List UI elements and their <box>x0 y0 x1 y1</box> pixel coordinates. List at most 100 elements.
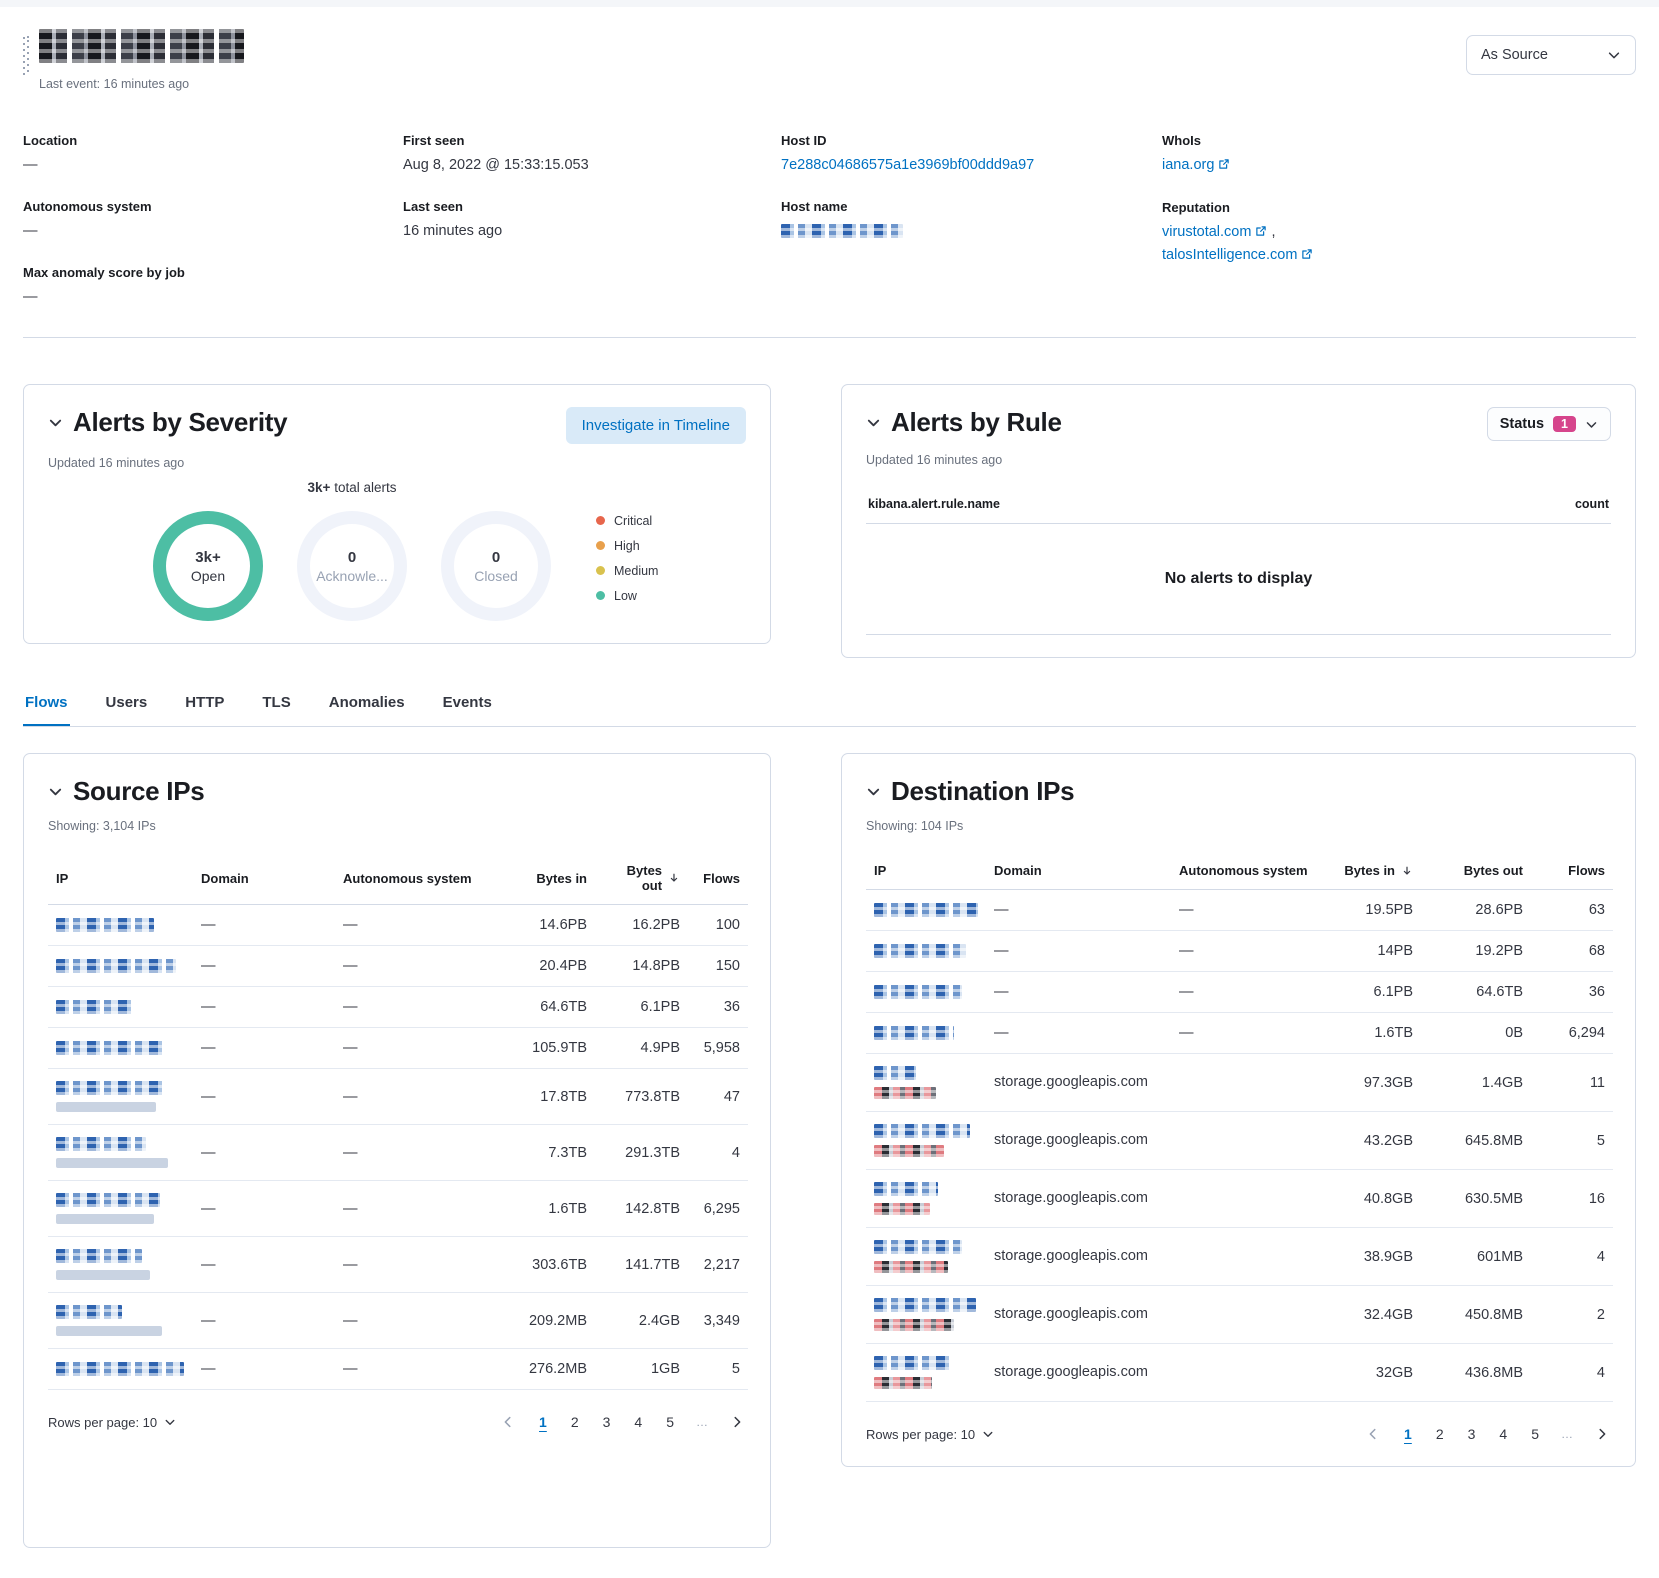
alerts-by-severity-title[interactable]: Alerts by Severity <box>48 407 288 438</box>
ip-link-redacted[interactable] <box>866 1053 986 1112</box>
page-1-button[interactable]: 1 <box>1404 1426 1412 1442</box>
alerts-by-rule-title[interactable]: Alerts by Rule <box>866 407 1062 438</box>
ip-link-redacted[interactable] <box>866 889 986 931</box>
ip-link-redacted[interactable] <box>48 904 193 946</box>
host-name-redacted[interactable] <box>781 224 903 239</box>
bytes-in-cell: 64.6TB <box>510 986 595 1028</box>
ip-link-redacted[interactable] <box>48 1236 193 1293</box>
field-value: Aug 8, 2022 @ 15:33:15.053 <box>403 157 589 173</box>
bytes-in-cell: 303.6TB <box>510 1236 595 1293</box>
ip-link-redacted[interactable] <box>866 930 986 972</box>
domain-cell: — <box>193 1236 335 1293</box>
tab-users[interactable]: Users <box>104 690 150 726</box>
tab-flows[interactable]: Flows <box>23 690 70 726</box>
donut-open[interactable]: 3k+ Open <box>153 511 263 621</box>
page-4-button[interactable]: 4 <box>1499 1426 1508 1442</box>
prev-page-button[interactable] <box>499 1413 517 1431</box>
col-ip[interactable]: IP <box>866 855 986 890</box>
page-1-button[interactable]: 1 <box>539 1414 547 1430</box>
tab-tls[interactable]: TLS <box>260 690 292 726</box>
whois-link[interactable]: iana.org <box>1162 157 1215 173</box>
page-2-button[interactable]: 2 <box>1435 1426 1444 1442</box>
bytes-in-cell: 40.8GB <box>1321 1169 1421 1228</box>
ip-link-redacted[interactable] <box>866 1227 986 1286</box>
page-3-button[interactable]: 3 <box>1467 1426 1476 1442</box>
col-bytes-in-sorted[interactable]: Bytes in <box>1321 855 1421 890</box>
reputation-separator: , <box>1271 224 1276 240</box>
ip-link-redacted[interactable] <box>48 986 193 1028</box>
col-autonomous-system[interactable]: Autonomous system <box>1171 855 1321 890</box>
tab-events[interactable]: Events <box>441 690 494 726</box>
chevron-right-icon <box>1599 1428 1606 1440</box>
investigate-in-timeline-button[interactable]: Investigate in Timeline <box>565 407 746 444</box>
page-2-button[interactable]: 2 <box>570 1414 579 1430</box>
flows-cell: 11 <box>1531 1053 1613 1112</box>
page-4-button[interactable]: 4 <box>634 1414 643 1430</box>
col-bytes-out[interactable]: Bytes out <box>1421 855 1531 890</box>
col-flows[interactable]: Flows <box>1531 855 1613 890</box>
table-row: — — 209.2MB 2.4GB 3,349 <box>48 1292 748 1349</box>
page-3-button[interactable]: 3 <box>602 1414 611 1430</box>
count-column-header[interactable]: count <box>1574 497 1609 511</box>
ip-link-redacted[interactable] <box>48 1124 193 1181</box>
col-domain[interactable]: Domain <box>986 855 1171 890</box>
ip-link-redacted[interactable] <box>48 1180 193 1237</box>
ip-details-page: Last event: 16 minutes ago As Source Loc… <box>0 7 1659 1578</box>
as-cell: — <box>335 986 510 1028</box>
col-bytes-out-sorted[interactable]: Bytes out <box>595 855 688 905</box>
table-row: storage.googleapis.com 40.8GB 630.5MB 16 <box>866 1169 1613 1228</box>
page-5-button[interactable]: 5 <box>666 1414 674 1430</box>
no-alerts-message: No alerts to display <box>866 524 1611 635</box>
col-domain[interactable]: Domain <box>193 855 335 905</box>
talos-link[interactable]: talosIntelligence.com <box>1162 247 1298 263</box>
status-filter-button[interactable]: Status 1 <box>1486 407 1611 441</box>
field-value: — <box>23 223 38 239</box>
host-id-link[interactable]: 7e288c04686575a1e3969bf00ddd9a97 <box>781 157 1035 173</box>
direction-select[interactable]: As Source <box>1466 35 1636 75</box>
ip-link-redacted[interactable] <box>866 1012 986 1054</box>
ip-link-redacted[interactable] <box>48 1348 193 1390</box>
tab-anomalies[interactable]: Anomalies <box>327 690 407 726</box>
legend-item-critical: Critical <box>596 514 658 528</box>
source-ips-title[interactable]: Source IPs <box>48 776 746 807</box>
col-ip[interactable]: IP <box>48 855 193 905</box>
bytes-out-cell: 141.7TB <box>595 1236 688 1293</box>
domain-cell: — <box>193 1348 335 1390</box>
as-cell <box>1171 1169 1321 1228</box>
ip-link-redacted[interactable] <box>866 1169 986 1228</box>
domain-cell: storage.googleapis.com <box>986 1111 1171 1170</box>
tab-http[interactable]: HTTP <box>183 690 226 726</box>
ip-link-redacted[interactable] <box>48 1027 193 1069</box>
showing-count: Showing: 104 IPs <box>866 819 964 833</box>
donut-acknowledged[interactable]: 0 Acknowle... <box>297 511 407 621</box>
virustotal-link[interactable]: virustotal.com <box>1162 224 1252 240</box>
col-flows[interactable]: Flows <box>688 855 748 905</box>
next-page-button[interactable] <box>1593 1425 1611 1443</box>
rows-per-page-button[interactable]: Rows per page: 10 <box>48 1415 176 1430</box>
next-page-button[interactable] <box>728 1413 746 1431</box>
bytes-in-cell: 19.5PB <box>1321 889 1421 931</box>
ip-link-redacted[interactable] <box>48 1292 193 1349</box>
medium-dot-icon <box>596 566 605 575</box>
prev-page-button[interactable] <box>1364 1425 1382 1443</box>
as-cell: — <box>1171 1012 1321 1054</box>
rule-name-column-header[interactable]: kibana.alert.rule.name <box>868 497 1001 511</box>
page-5-button[interactable]: 5 <box>1531 1426 1539 1442</box>
col-bytes-in[interactable]: Bytes in <box>510 855 595 905</box>
legend-item-medium: Medium <box>596 564 658 578</box>
ip-link-redacted[interactable] <box>866 1111 986 1170</box>
domain-cell: storage.googleapis.com <box>986 1053 1171 1112</box>
ip-link-redacted[interactable] <box>866 1343 986 1402</box>
ip-link-redacted[interactable] <box>48 1068 193 1125</box>
bytes-out-cell: 28.6PB <box>1421 889 1531 931</box>
chevron-down-icon <box>867 419 880 427</box>
ip-link-redacted[interactable] <box>866 1285 986 1344</box>
col-autonomous-system[interactable]: Autonomous system <box>335 855 510 905</box>
ip-link-redacted[interactable] <box>48 945 193 987</box>
donut-closed[interactable]: 0 Closed <box>441 511 551 621</box>
destination-ips-title[interactable]: Destination IPs <box>866 776 1611 807</box>
table-row: — — 20.4PB 14.8PB 150 <box>48 945 748 987</box>
rows-per-page-button[interactable]: Rows per page: 10 <box>866 1427 994 1442</box>
ip-link-redacted[interactable] <box>866 971 986 1013</box>
as-cell: — <box>335 1027 510 1069</box>
